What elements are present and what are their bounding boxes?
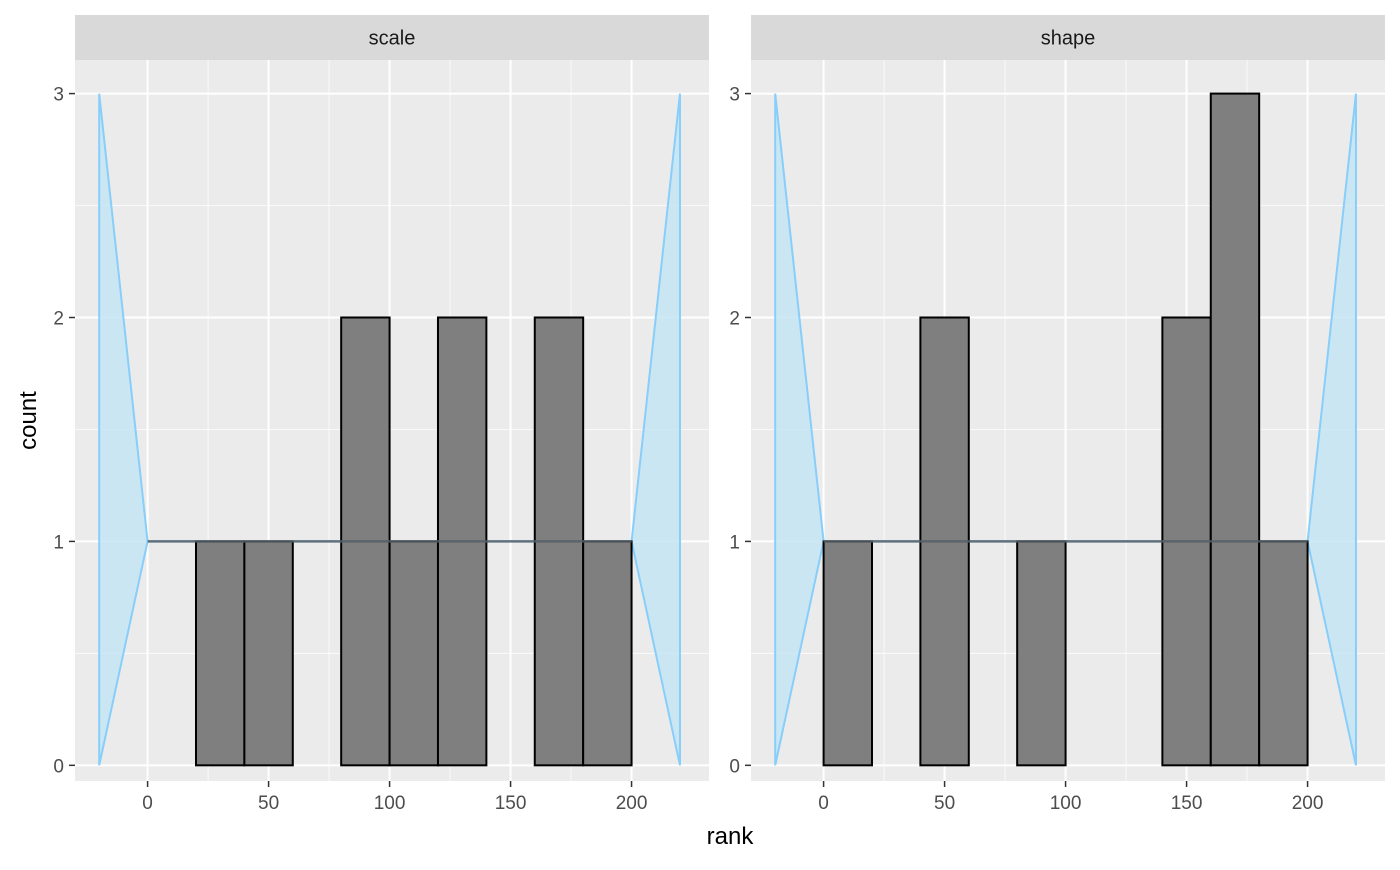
- y-tick-label: 0: [729, 756, 740, 777]
- histogram-bar: [194, 540, 246, 767]
- histogram-bar: [1258, 540, 1309, 767]
- histogram-bar: [582, 540, 633, 767]
- x-tick-label: 50: [934, 793, 955, 814]
- facet-panel-scale: scale 0 50 100 150 200 0 1 2 3: [53, 15, 709, 814]
- x-tick-label: 150: [1171, 793, 1203, 814]
- histogram-bar: [1209, 92, 1261, 767]
- y-tick-label: 2: [729, 309, 740, 330]
- facet-panel-shape: shape 0 50 100 150 200 0 1 2 3: [729, 15, 1385, 814]
- x-tick-label: 50: [258, 793, 279, 814]
- x-tick-label: 200: [1292, 793, 1324, 814]
- x-tick-label: 200: [616, 793, 648, 814]
- strip-background: [751, 15, 1385, 60]
- strip-label: scale: [369, 28, 416, 50]
- x-axis-title: rank: [707, 823, 755, 850]
- x-tick-label: 100: [374, 793, 406, 814]
- y-axis-title: count: [15, 391, 42, 450]
- strip-background: [75, 15, 709, 60]
- strip-label: shape: [1041, 28, 1096, 50]
- x-tick-label: 100: [1050, 793, 1082, 814]
- histogram-bar: [822, 540, 873, 767]
- x-tick-label: 0: [818, 793, 829, 814]
- y-tick-label: 2: [53, 309, 64, 330]
- y-tick-label: 3: [53, 85, 64, 106]
- y-tick-label: 1: [53, 532, 64, 553]
- histogram-bar: [388, 540, 439, 767]
- x-tick-label: 150: [495, 793, 527, 814]
- y-tick-label: 1: [729, 532, 740, 553]
- histogram-bar: [1016, 540, 1067, 767]
- histogram-bar: [243, 540, 294, 767]
- y-tick-label: 3: [729, 85, 740, 106]
- y-tick-label: 0: [53, 756, 64, 777]
- x-tick-label: 0: [142, 793, 153, 814]
